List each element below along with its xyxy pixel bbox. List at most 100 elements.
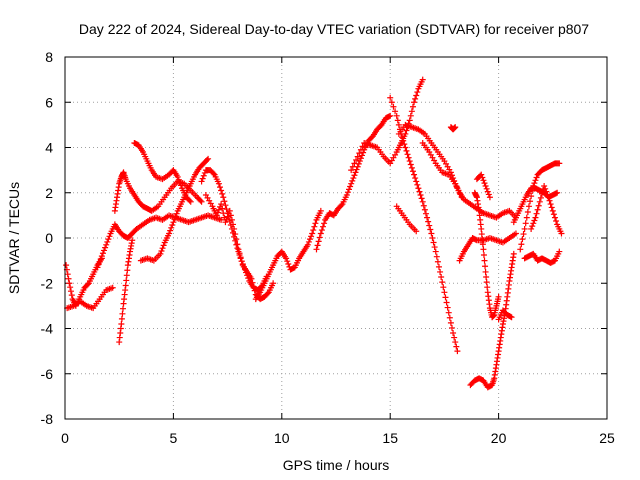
data-point xyxy=(414,89,421,96)
data-point xyxy=(484,284,491,291)
series-track-6 xyxy=(131,139,194,205)
data-point xyxy=(483,279,490,286)
data-point xyxy=(393,112,400,119)
series-track-16 xyxy=(419,139,465,201)
data-point xyxy=(306,236,313,243)
data-point xyxy=(413,178,420,185)
data-point xyxy=(304,241,311,248)
data-point xyxy=(529,188,536,195)
series-track-18 xyxy=(456,230,519,264)
data-point xyxy=(119,305,126,312)
data-point xyxy=(313,246,320,253)
data-point xyxy=(482,263,489,270)
data-point xyxy=(446,314,453,321)
data-point xyxy=(549,207,556,214)
data-point xyxy=(305,238,312,245)
data-point xyxy=(438,274,445,281)
data-point xyxy=(96,258,103,265)
data-point xyxy=(396,126,403,133)
data-point xyxy=(388,99,395,106)
series-track-20 xyxy=(471,189,502,321)
data-point xyxy=(478,225,485,232)
data-point xyxy=(419,198,426,205)
data-point xyxy=(129,237,136,244)
data-point xyxy=(541,182,548,189)
data-point xyxy=(350,175,357,182)
data-point xyxy=(478,231,485,238)
data-point xyxy=(421,206,428,213)
y-tick-label: -8 xyxy=(41,411,54,427)
data-point xyxy=(535,202,542,209)
data-point xyxy=(176,179,183,186)
data-point xyxy=(270,280,277,287)
data-point xyxy=(357,155,364,162)
data-point xyxy=(218,187,225,194)
data-point xyxy=(407,161,414,168)
data-point xyxy=(314,242,321,249)
data-point xyxy=(67,288,74,295)
y-tick-label: -6 xyxy=(41,366,54,382)
data-point xyxy=(453,184,460,191)
data-point xyxy=(457,190,464,197)
data-point xyxy=(532,214,539,221)
data-point xyxy=(412,175,419,182)
data-point xyxy=(485,191,492,198)
y-tick-label: -2 xyxy=(41,275,54,291)
data-point xyxy=(426,222,433,229)
data-point xyxy=(550,211,557,218)
x-tick-label: 5 xyxy=(170,430,178,446)
data-point xyxy=(237,254,244,261)
data-point xyxy=(425,218,432,225)
y-tick-label: 0 xyxy=(45,230,53,246)
data-point xyxy=(348,167,355,174)
data-point xyxy=(171,216,178,223)
data-point xyxy=(412,95,419,102)
data-point xyxy=(529,223,536,230)
data-point xyxy=(238,258,245,265)
data-point xyxy=(400,137,407,144)
data-point xyxy=(349,163,356,170)
data-point xyxy=(422,210,429,217)
data-point xyxy=(169,221,176,228)
data-point xyxy=(338,202,345,209)
data-point xyxy=(109,284,116,291)
data-point xyxy=(119,310,126,317)
data-point xyxy=(486,194,493,201)
data-point xyxy=(430,239,437,246)
data-point xyxy=(217,184,224,191)
data-point xyxy=(227,212,234,219)
data-point xyxy=(411,171,418,178)
data-point xyxy=(479,241,486,248)
data-point xyxy=(392,108,399,115)
data-point xyxy=(348,180,355,187)
data-point xyxy=(349,177,356,184)
data-point xyxy=(409,168,416,175)
data-point xyxy=(197,197,204,204)
series-track-26 xyxy=(528,182,565,237)
data-point xyxy=(226,207,233,214)
data-point xyxy=(199,175,206,182)
data-point xyxy=(317,230,324,237)
series-track-19 xyxy=(467,250,517,391)
data-point xyxy=(198,178,205,185)
series-track-11 xyxy=(313,112,394,253)
data-point xyxy=(308,233,315,240)
x-tick-label: 15 xyxy=(382,430,398,446)
data-point xyxy=(390,103,397,110)
data-point xyxy=(347,183,354,190)
series-track-7 xyxy=(137,155,212,264)
data-point xyxy=(441,289,448,296)
data-point xyxy=(248,275,255,282)
data-point xyxy=(406,117,413,124)
y-tick-label: 8 xyxy=(45,49,53,65)
data-point xyxy=(311,223,318,230)
data-point xyxy=(215,180,222,187)
data-point xyxy=(403,147,410,154)
series-track-3 xyxy=(94,212,225,271)
x-tick-label: 0 xyxy=(61,430,69,446)
data-point xyxy=(124,267,131,274)
x-axis-label: GPS time / hours xyxy=(283,457,390,473)
data-point xyxy=(420,202,427,209)
data-point xyxy=(524,208,531,215)
data-point xyxy=(215,206,222,213)
